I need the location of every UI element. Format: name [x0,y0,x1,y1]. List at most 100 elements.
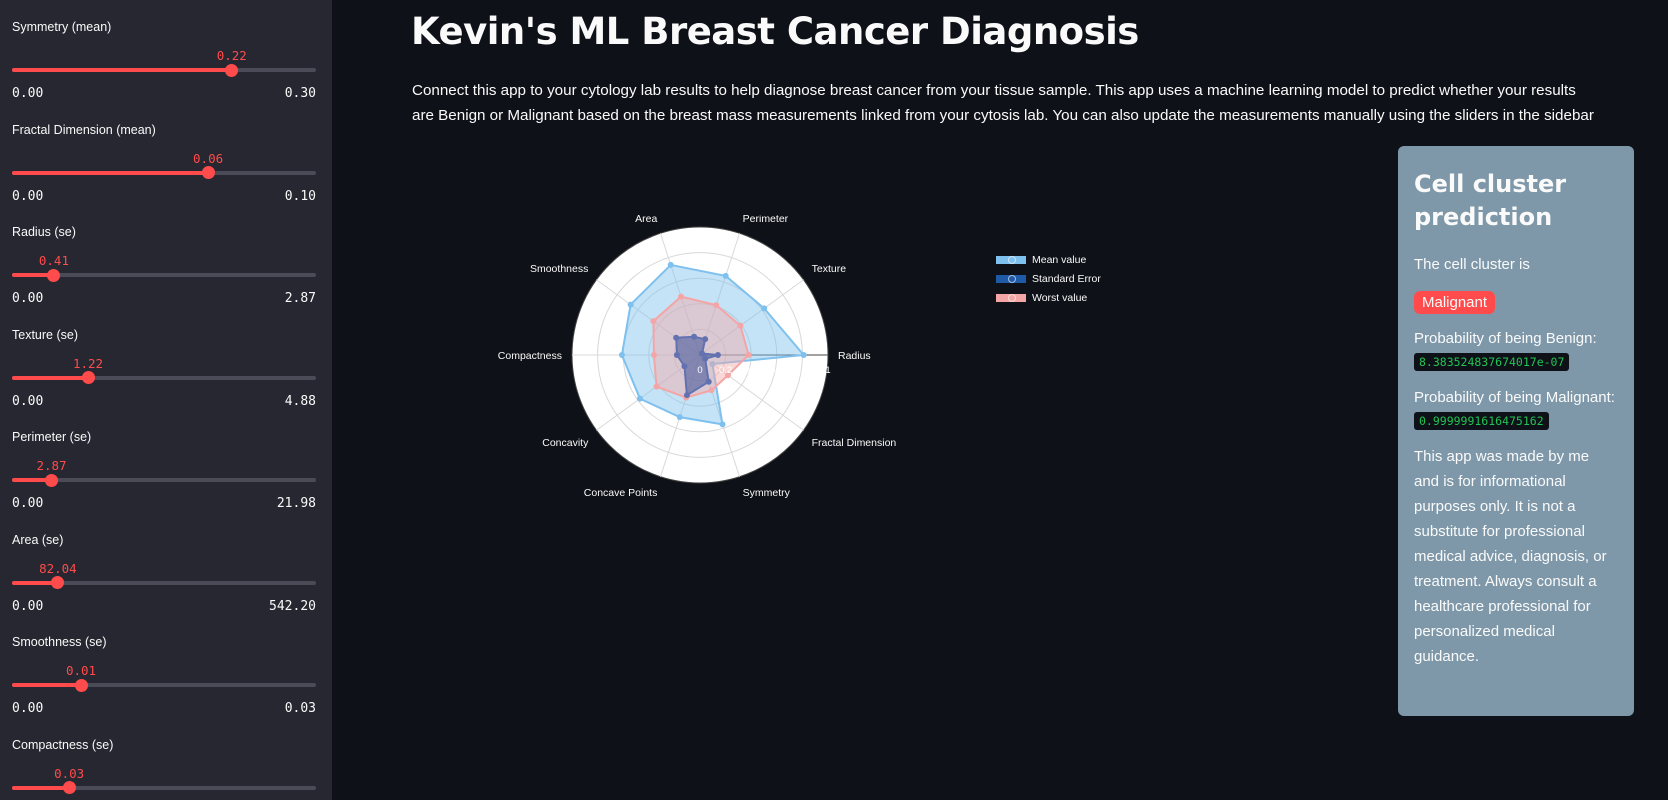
disclaimer-text: This app was made by me and is for infor… [1414,444,1618,669]
radial-tick-label: 0.2 [719,365,732,376]
slider-value: 82.04 [39,561,77,576]
prediction-card: Cell cluster prediction The cell cluster… [1398,146,1634,716]
legend-label: Standard Error [1032,273,1101,285]
app-description: Connect this app to your cytology lab re… [412,78,1602,128]
data-point [723,273,729,279]
slider-label: Symmetry (mean) [12,20,111,34]
slider-max: 2.87 [285,291,316,306]
data-point [761,305,767,311]
slider-value: 0.03 [54,766,84,781]
slider-fractal-dimension-mean[interactable]: Fractal Dimension (mean) 0.06 0.00 0.10 [12,123,316,223]
slider-min: 0.00 [12,86,43,101]
category-label: Compactness [498,350,562,362]
slider-fill [12,376,88,380]
slider-fill [12,171,208,175]
slider-track[interactable] [12,683,316,687]
data-point [650,318,656,324]
slider-track[interactable] [12,273,316,277]
benign-probability: 8.383524837674017e-07 [1414,353,1569,371]
legend-label: Mean value [1032,254,1086,266]
radial-tick-label: 0 [697,365,702,376]
data-point [706,379,712,385]
slider-value: 0.22 [217,48,247,63]
radial-tick-label: 0.6 [770,365,783,376]
data-point [673,335,679,341]
page-title: Kevin's ML Breast Cancer Diagnosis [411,10,1139,53]
slider-thumb[interactable] [202,166,215,179]
slider-track[interactable] [12,376,316,380]
radar-chart[interactable]: 0 0.2 0.4 0.6 0.8 1 Radius Texture Perimeter Area… [460,215,940,515]
data-point [684,392,690,398]
slider-label: Compactness (se) [12,738,113,752]
data-point [678,294,684,300]
slider-thumb[interactable] [75,679,88,692]
data-point [654,384,660,390]
slider-symmetry-mean[interactable]: Symmetry (mean) 0.22 0.00 0.30 [12,20,316,120]
data-point [674,352,680,358]
slider-radius-se[interactable]: Radius (se) 0.41 0.00 2.87 [12,225,316,325]
slider-smoothness-se[interactable]: Smoothness (se) 0.01 0.00 0.03 [12,635,316,735]
slider-min: 0.00 [12,599,43,614]
category-label: Texture [812,263,847,275]
slider-track[interactable] [12,581,316,585]
data-point [677,414,683,420]
slider-perimeter-se[interactable]: Perimeter (se) 2.87 0.00 21.98 [12,430,316,530]
chart-legend[interactable]: Mean value Standard Error Worst value [996,250,1101,307]
slider-value: 0.06 [193,151,223,166]
slider-max: 0.10 [285,189,316,204]
legend-swatch [996,256,1026,264]
slider-track[interactable] [12,786,316,790]
data-point [681,363,687,369]
category-label: Perimeter [743,215,789,225]
category-label: Concave Points [584,487,658,499]
data-point [699,350,705,356]
data-point [668,262,674,268]
slider-value: 0.01 [66,663,96,678]
radial-tick-label: 1 [825,365,830,376]
data-point [702,336,708,342]
slider-thumb[interactable] [51,576,64,589]
slider-thumb[interactable] [45,474,58,487]
slider-max: 0.30 [285,86,316,101]
slider-texture-se[interactable]: Texture (se) 1.22 0.00 4.88 [12,328,316,428]
slider-area-se[interactable]: Area (se) 82.04 0.00 542.20 [12,533,316,633]
category-label: Concavity [542,437,589,449]
legend-item[interactable]: Mean value [996,250,1101,269]
legend-item[interactable]: Standard Error [996,269,1101,288]
data-point [737,323,743,329]
data-point [801,352,807,358]
data-point [619,352,625,358]
malignant-label: Probability of being Malignant: [1414,385,1618,410]
slider-track[interactable] [12,68,316,72]
radial-tick-label: 0.4 [745,365,758,376]
slider-max: 4.88 [285,394,316,409]
slider-label: Texture (se) [12,328,78,342]
slider-max: 542.20 [269,599,316,614]
slider-label: Area (se) [12,533,63,547]
slider-track[interactable] [12,478,316,482]
radial-tick-label: 0.8 [796,365,809,376]
legend-item[interactable]: Worst value [996,288,1101,307]
slider-compactness-se[interactable]: Compactness (se)0.030.000.14 [12,738,316,800]
data-point [651,352,657,358]
slider-value: 2.87 [36,458,66,473]
slider-max: 21.98 [277,496,316,511]
data-point [713,302,719,308]
slider-value: 0.41 [39,253,69,268]
data-point [691,334,697,340]
malignant-probability: 0.9999991616475162 [1414,412,1549,430]
slider-min: 0.00 [12,496,43,511]
slider-fill [12,68,232,72]
slider-thumb[interactable] [47,269,60,282]
slider-thumb[interactable] [82,371,95,384]
slider-min: 0.00 [12,189,43,204]
slider-thumb[interactable] [225,64,238,77]
slider-thumb[interactable] [63,781,76,794]
slider-min: 0.00 [12,291,43,306]
data-point [637,396,643,402]
sidebar: Symmetry (mean) 0.22 0.00 0.30 Fractal Dimen… [0,0,332,800]
data-point [702,356,708,362]
diagnosis-badge: Malignant [1414,291,1495,314]
slider-track[interactable] [12,171,316,175]
slider-label: Perimeter (se) [12,430,91,444]
